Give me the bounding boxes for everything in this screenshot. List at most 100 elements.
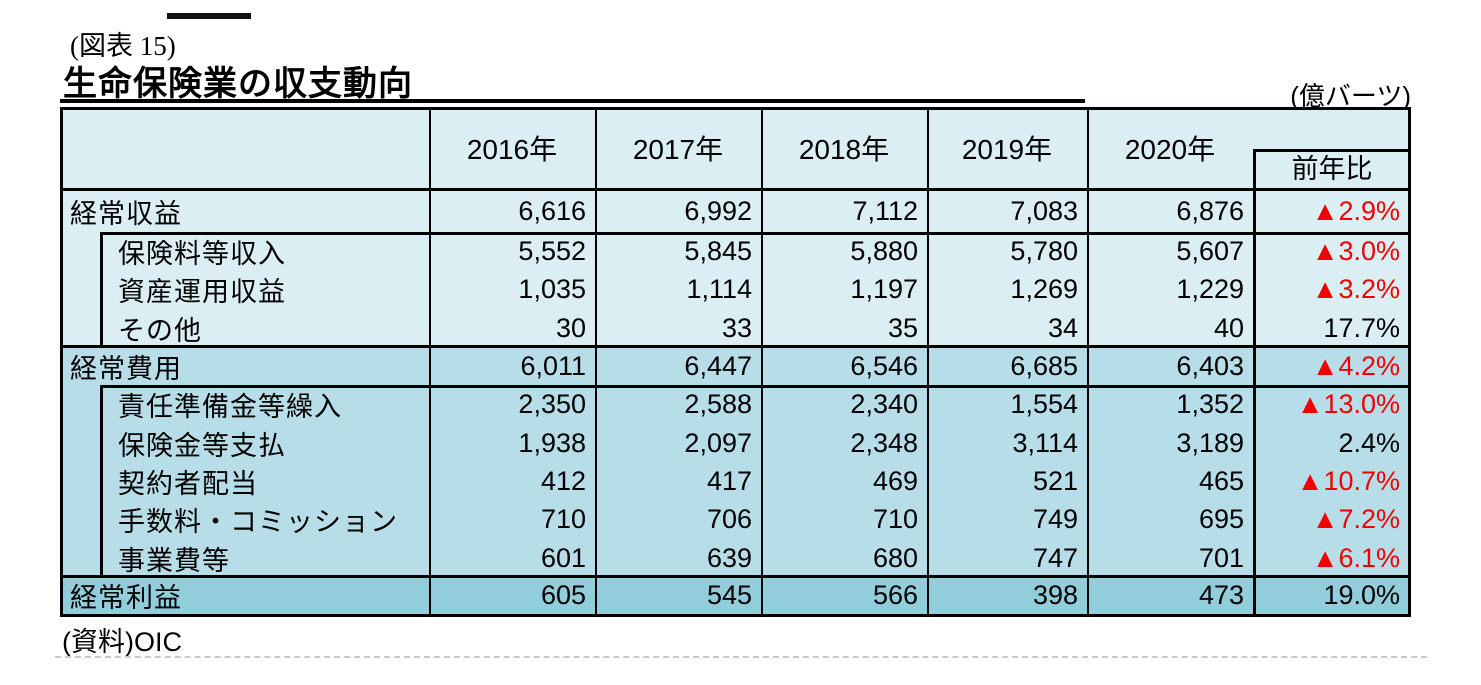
row-label: 手数料・コミッション bbox=[118, 507, 398, 537]
value-2019: 7,083 bbox=[1010, 195, 1078, 226]
value-2016: 710 bbox=[540, 504, 586, 534]
col-header-2017: 2017年 bbox=[632, 134, 724, 165]
value-2020: 6,403 bbox=[1176, 350, 1244, 381]
value-2019: 749 bbox=[1032, 504, 1078, 534]
value-2020: 3,189 bbox=[1176, 427, 1244, 458]
value-2020: 6,876 bbox=[1176, 195, 1244, 226]
page-break-dashes bbox=[55, 656, 1427, 658]
value-2016: 601 bbox=[540, 542, 586, 573]
value-2020: 473 bbox=[1198, 580, 1244, 610]
table-row-fees-commissions: 手数料・コミッション 710 706 710 749 695 ▲7.2% bbox=[63, 500, 1408, 539]
table-row-investment-income: 資産運用収益 1,035 1,114 1,197 1,269 1,229 ▲3.… bbox=[63, 270, 1408, 309]
value-2018: 35 bbox=[887, 312, 918, 343]
value-2016: 605 bbox=[540, 580, 586, 610]
table-row-ordinary-expenses: 経常費用 6,011 6,447 6,546 6,685 6,403 ▲4.2% bbox=[63, 347, 1408, 385]
value-2016: 2,350 bbox=[518, 389, 586, 419]
row-label: 資産運用収益 bbox=[118, 277, 286, 307]
value-2020: 701 bbox=[1198, 542, 1244, 573]
table-row-claims-paid: 保険金等支払 1,938 2,097 2,348 3,114 3,189 2.4… bbox=[63, 424, 1408, 462]
row-label: その他 bbox=[118, 315, 202, 346]
value-2016: 5,552 bbox=[518, 235, 586, 266]
value-2019: 6,685 bbox=[1010, 350, 1078, 381]
value-2019: 747 bbox=[1032, 542, 1078, 573]
value-2019: 34 bbox=[1047, 312, 1078, 343]
value-2018: 469 bbox=[872, 465, 918, 496]
value-2016: 1,035 bbox=[518, 274, 586, 304]
revenue-subbox-bottom-border bbox=[63, 345, 1408, 348]
col-header-2019: 2019年 bbox=[961, 134, 1053, 165]
table-row-policyholder-dividends: 契約者配当 412 417 469 521 465 ▲10.7% bbox=[63, 462, 1408, 500]
income-statement-table: 2016年 2017年 2018年 2019年 2020年 前年比 経常収益 6… bbox=[60, 107, 1411, 617]
value-2017: 6,992 bbox=[684, 195, 752, 226]
yoy-cell: ▲3.2% bbox=[1311, 274, 1400, 304]
row-label: 経常利益 bbox=[70, 583, 182, 613]
yoy-cell: 17.7% bbox=[1323, 312, 1400, 343]
v-gridline bbox=[761, 110, 763, 614]
crop-artifact bbox=[167, 13, 251, 19]
value-2017: 706 bbox=[706, 504, 752, 534]
value-2020: 1,229 bbox=[1176, 274, 1244, 304]
header-bottom-border bbox=[63, 188, 1408, 191]
value-2018: 5,880 bbox=[850, 235, 918, 266]
table-row-ordinary-profit: 経常利益 605 545 566 398 473 19.0% bbox=[63, 577, 1408, 614]
row-label: 保険料等収入 bbox=[118, 238, 286, 269]
value-2016: 6,011 bbox=[520, 350, 586, 381]
value-2018: 566 bbox=[872, 580, 918, 610]
col-header-2016: 2016年 bbox=[466, 134, 558, 165]
v-gridline bbox=[595, 110, 597, 614]
value-2018: 710 bbox=[872, 504, 918, 534]
figure-label: (図表 15) bbox=[70, 31, 176, 61]
value-2020: 5,607 bbox=[1176, 235, 1244, 266]
expense-subbox-left-border bbox=[100, 385, 103, 578]
row-label: 契約者配当 bbox=[118, 468, 258, 499]
expense-subbox-bottom-border bbox=[63, 575, 1408, 578]
value-2019: 1,269 bbox=[1010, 274, 1078, 304]
expense-subbox-top-border bbox=[100, 385, 1408, 388]
yoy-cell: ▲7.2% bbox=[1311, 504, 1400, 534]
value-2019: 398 bbox=[1032, 580, 1078, 610]
col-header-2020: 2020年 bbox=[1124, 134, 1216, 165]
band-revenue-light bbox=[63, 110, 1408, 347]
yoy-cell: ▲13.0% bbox=[1296, 389, 1400, 419]
col-header-yoy: 前年比 bbox=[1291, 154, 1373, 184]
value-2017: 2,588 bbox=[684, 389, 752, 419]
value-2018: 6,546 bbox=[850, 350, 918, 381]
yoy-cell: ▲3.0% bbox=[1311, 235, 1400, 266]
value-2020: 40 bbox=[1213, 312, 1244, 343]
value-2019: 5,780 bbox=[1010, 235, 1078, 266]
row-label: 経常費用 bbox=[70, 353, 182, 384]
row-label: 事業費等 bbox=[118, 545, 230, 576]
yoy-cell: 19.0% bbox=[1323, 580, 1400, 610]
value-2016: 30 bbox=[555, 312, 586, 343]
yoy-box-top-border bbox=[1253, 149, 1408, 152]
value-2018: 680 bbox=[872, 542, 918, 573]
value-2017: 5,845 bbox=[684, 235, 752, 266]
revenue-subbox-top-border bbox=[100, 232, 1408, 235]
value-2017: 33 bbox=[721, 312, 752, 343]
value-2018: 7,112 bbox=[852, 195, 918, 226]
v-gridline bbox=[927, 110, 929, 614]
yoy-cell: ▲10.7% bbox=[1296, 465, 1400, 496]
yoy-cell: ▲4.2% bbox=[1311, 350, 1400, 381]
value-2017: 417 bbox=[706, 465, 752, 496]
value-2017: 6,447 bbox=[684, 350, 752, 381]
table-row-other-revenue: その他 30 33 35 34 40 17.7% bbox=[63, 309, 1408, 347]
value-2020: 465 bbox=[1198, 465, 1244, 496]
yoy-cell: 2.4% bbox=[1338, 427, 1400, 458]
value-2020: 695 bbox=[1198, 504, 1244, 534]
band-profit-dark bbox=[63, 577, 1408, 614]
table-row-ordinary-revenue: 経常収益 6,616 6,992 7,112 7,083 6,876 ▲2.9% bbox=[63, 190, 1408, 232]
source-note: (資料)OIC bbox=[62, 627, 182, 657]
v-gridline-yoy bbox=[1253, 149, 1256, 614]
v-gridline bbox=[1087, 110, 1089, 614]
revenue-subbox-left-border bbox=[100, 232, 103, 348]
value-2019: 1,554 bbox=[1010, 389, 1078, 419]
value-2018: 2,348 bbox=[850, 427, 918, 458]
value-2016: 1,938 bbox=[518, 427, 586, 458]
value-2020: 1,352 bbox=[1176, 389, 1244, 419]
table-row-operating-expenses: 事業費等 601 639 680 747 701 ▲6.1% bbox=[63, 539, 1408, 577]
value-2017: 2,097 bbox=[684, 427, 752, 458]
title-underline bbox=[60, 99, 1085, 103]
col-header-2018: 2018年 bbox=[798, 134, 890, 165]
value-2016: 412 bbox=[540, 465, 586, 496]
